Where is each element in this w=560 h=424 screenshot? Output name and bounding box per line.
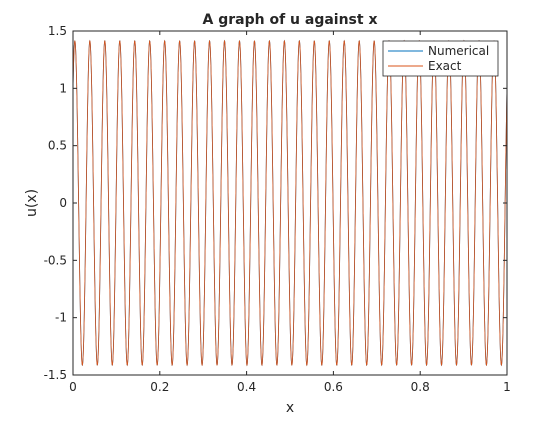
x-tick-label: 0.4 bbox=[237, 380, 256, 394]
x-tick-label: 0.6 bbox=[324, 380, 343, 394]
y-axis-ticks: 1.5 1 0.5 0 -0.5 -1 -1.5 bbox=[44, 24, 507, 382]
y-tick-label: -1.5 bbox=[44, 368, 67, 382]
y-tick-label: -1 bbox=[55, 311, 67, 325]
y-tick-label: 0 bbox=[59, 196, 67, 210]
x-tick-label: 0 bbox=[69, 380, 77, 394]
chart-title: A graph of u against x bbox=[203, 12, 378, 28]
y-tick-label: -0.5 bbox=[44, 253, 67, 267]
y-tick-label: 1.5 bbox=[48, 24, 67, 38]
x-tick-label: 1 bbox=[503, 380, 511, 394]
y-axis-label: u(x) bbox=[24, 189, 40, 217]
legend-label-exact: Exact bbox=[428, 59, 462, 73]
y-tick-label: 1 bbox=[59, 81, 67, 95]
legend-label-numerical: Numerical bbox=[428, 44, 489, 58]
x-tick-label: 0.2 bbox=[150, 380, 169, 394]
y-tick-label: 0.5 bbox=[48, 139, 67, 153]
legend-box bbox=[382, 40, 499, 77]
x-axis-label: x bbox=[286, 400, 294, 416]
x-tick-label: 0.8 bbox=[411, 380, 430, 394]
x-axis-ticks: 0 0.2 0.4 0.6 0.8 1 bbox=[69, 31, 511, 394]
